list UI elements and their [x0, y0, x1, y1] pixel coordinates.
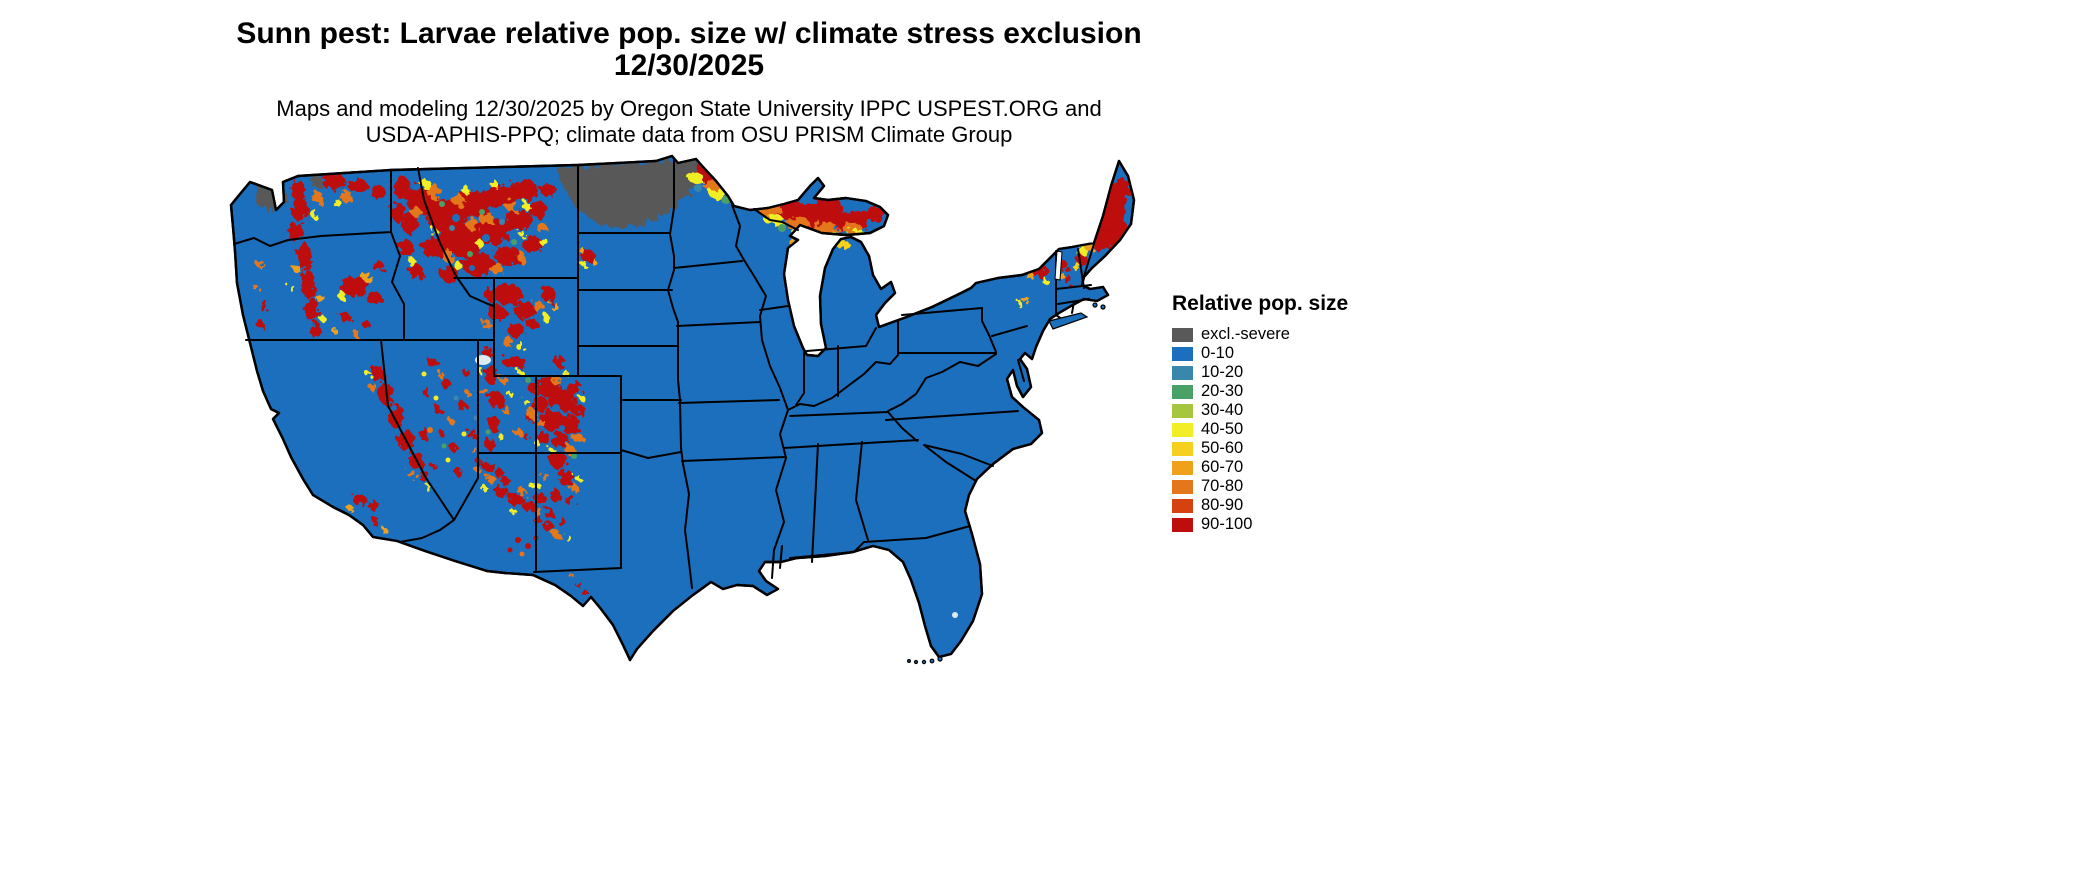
legend-item: 0-10	[1172, 344, 1392, 363]
subtitle-line-2: USDA-APHIS-PPQ; climate data from OSU PR…	[365, 122, 1013, 147]
legend-item: 30-40	[1172, 401, 1392, 420]
state-borders-midwest	[731, 204, 983, 579]
legend-item: 90-100	[1172, 515, 1392, 534]
title-line-1: Sunn pest: Larvae relative pop. size w/ …	[236, 17, 1142, 50]
legend-label: 20-30	[1201, 382, 1244, 400]
stress-raster-layer	[253, 158, 1130, 618]
legend-label: excl.-severe	[1201, 325, 1290, 343]
legend-label: 0-10	[1201, 344, 1235, 362]
islands	[906, 302, 1106, 665]
legend-item: 20-30	[1172, 382, 1392, 401]
legend-swatch	[1172, 441, 1193, 456]
legend-swatch	[1172, 460, 1193, 475]
legend-swatch	[1172, 327, 1193, 342]
legend-item: 80-90	[1172, 496, 1392, 515]
legend-swatch	[1172, 365, 1193, 380]
title-line-2: 12/30/2025	[613, 49, 765, 82]
us-outline-stroke	[229, 154, 1136, 662]
long-island	[1048, 312, 1089, 330]
legend-swatch	[1172, 498, 1193, 513]
figure-subtitle: Maps and modeling 12/30/2025 by Oregon S…	[0, 96, 1378, 148]
state-borders-west	[233, 167, 622, 573]
legend-swatch	[1172, 422, 1193, 437]
legend-items: excl.-severe 0-10 10-20 20-30 30-40 40-50 50-6…	[1172, 325, 1392, 534]
legend-swatch	[1172, 346, 1193, 361]
legend-label: 70-80	[1201, 477, 1244, 495]
us-map-svg	[229, 154, 1136, 665]
legend-item: 60-70	[1172, 458, 1392, 477]
legend-swatch	[1172, 384, 1193, 399]
legend-label: 50-60	[1201, 439, 1244, 457]
legend-item: 50-60	[1172, 439, 1392, 458]
us-outline	[229, 154, 1136, 662]
stress-west-cluster	[253, 173, 597, 597]
figure-title: Sunn pest: Larvae relative pop. size w/ …	[0, 18, 1378, 82]
lake-champlain	[1054, 250, 1063, 281]
map-legend: Relative pop. size excl.-severe 0-10 10-20…	[1172, 292, 1392, 534]
legend-swatch	[1172, 517, 1193, 532]
legend-label: 80-90	[1201, 496, 1244, 514]
legend-swatch	[1172, 403, 1193, 418]
legend-label: 30-40	[1201, 401, 1244, 419]
subtitle-line-1: Maps and modeling 12/30/2025 by Oregon S…	[276, 96, 1102, 121]
state-borders	[233, 159, 1095, 589]
legend-label: 90-100	[1201, 515, 1253, 533]
legend-title: Relative pop. size	[1172, 292, 1349, 315]
legend-item: 40-50	[1172, 420, 1392, 439]
legend-item: 10-20	[1172, 363, 1392, 382]
legend-label: 60-70	[1201, 458, 1244, 476]
legend-item: 70-80	[1172, 477, 1392, 496]
legend-label: 10-20	[1201, 363, 1244, 381]
state-borders-plains	[577, 159, 786, 589]
legend-item: excl.-severe	[1172, 325, 1392, 344]
legend-label: 40-50	[1201, 420, 1244, 438]
us-map	[226, 148, 1142, 670]
legend-swatch	[1172, 479, 1193, 494]
